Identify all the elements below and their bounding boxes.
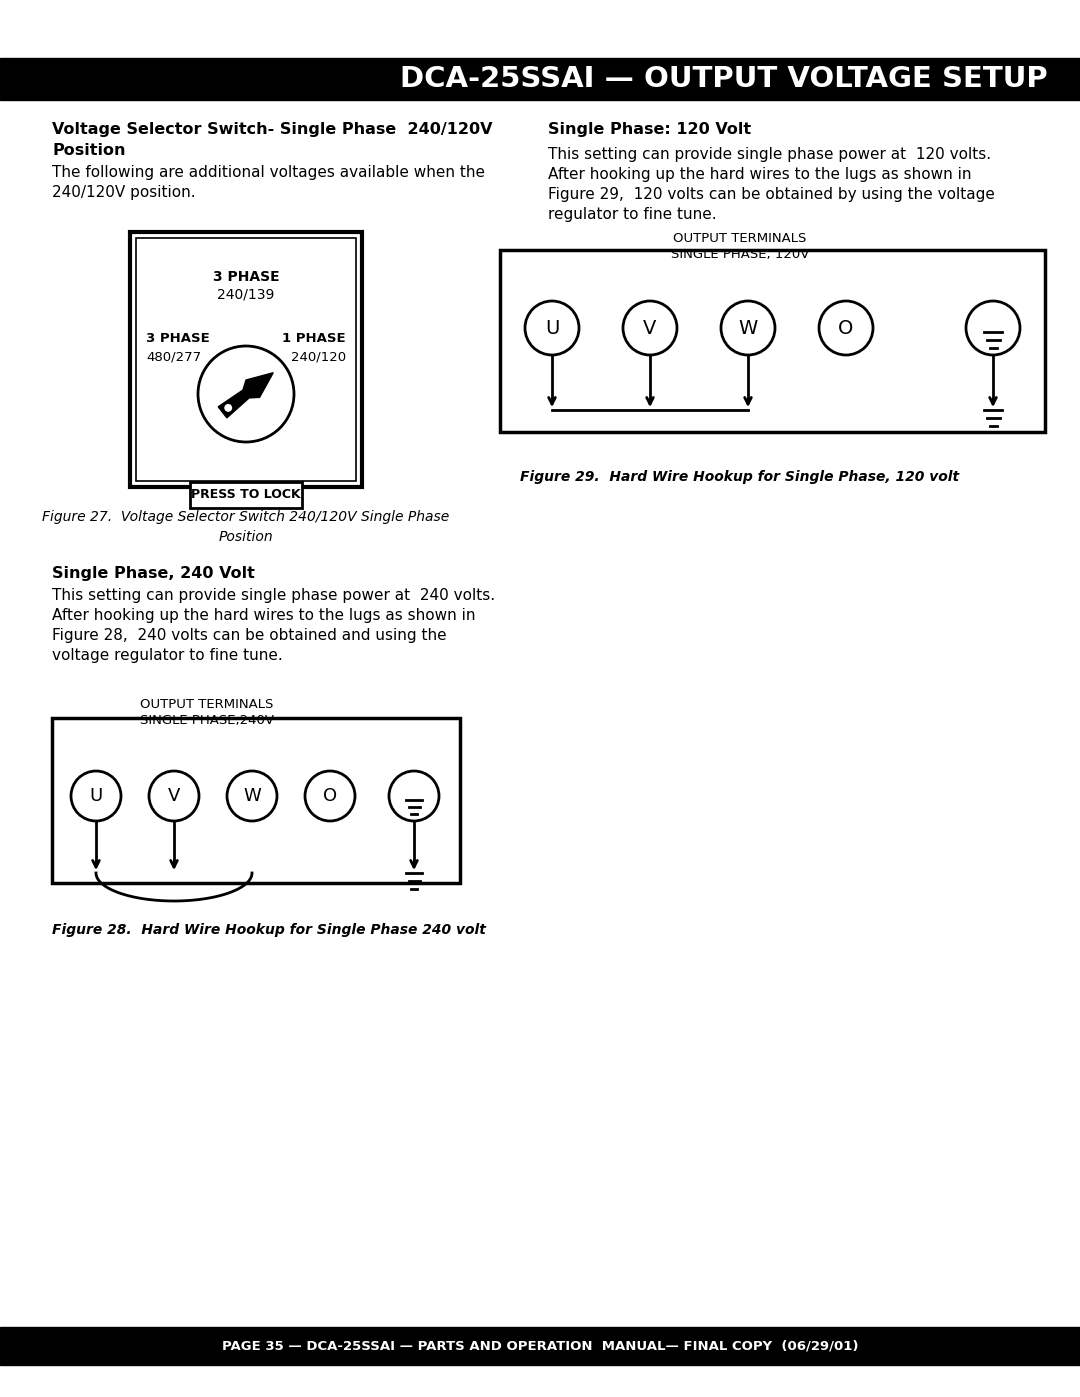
Bar [136,237,356,481]
Text: The following are additional voltages available when the: The following are additional voltages av… [52,165,485,180]
Text: 480/277: 480/277 [146,351,201,363]
Text: W: W [243,787,261,805]
Text: Figure 27.  Voltage Selector Switch 240/120V Single Phase: Figure 27. Voltage Selector Switch 240/1… [42,510,449,524]
Polygon shape [218,373,273,418]
Text: 1 PHASE: 1 PHASE [282,332,346,345]
Text: 240/120V position.: 240/120V position. [52,184,195,200]
Bar [130,232,362,488]
Text: After hooking up the hard wires to the lugs as shown in: After hooking up the hard wires to the l… [52,608,475,623]
Text: After hooking up the hard wires to the lugs as shown in: After hooking up the hard wires to the l… [548,168,972,182]
Text: This setting can provide single phase power at  240 volts.: This setting can provide single phase po… [52,588,495,604]
Text: SINGLE PHASE,240V: SINGLE PHASE,240V [140,714,274,726]
Text: OUTPUT TERMINALS: OUTPUT TERMINALS [140,698,273,711]
Text: voltage regulator to fine tune.: voltage regulator to fine tune. [52,648,283,664]
Bar [0,1327,1080,1365]
Text: PRESS TO LOCK: PRESS TO LOCK [191,489,301,502]
Text: 240/120: 240/120 [291,351,346,363]
Text: Voltage Selector Switch- Single Phase  240/120V: Voltage Selector Switch- Single Phase 24… [52,122,492,137]
Bar [0,59,1080,101]
Circle shape [224,402,233,414]
Text: U: U [544,319,559,338]
Text: Position: Position [218,529,273,543]
Bar [500,250,1045,432]
Text: Position: Position [52,142,125,158]
Text: Figure 28,  240 volts can be obtained and using the: Figure 28, 240 volts can be obtained and… [52,629,447,643]
Text: Single Phase, 240 Volt: Single Phase, 240 Volt [52,566,255,581]
Text: V: V [167,787,180,805]
Text: 3 PHASE: 3 PHASE [146,332,210,345]
Text: W: W [739,319,758,338]
Text: PAGE 35 — DCA-25SSAI — PARTS AND OPERATION  MANUAL— FINAL COPY  (06/29/01): PAGE 35 — DCA-25SSAI — PARTS AND OPERATI… [221,1340,859,1352]
Text: Figure 29.  Hard Wire Hookup for Single Phase, 120 volt: Figure 29. Hard Wire Hookup for Single P… [519,469,959,483]
Text: O: O [838,319,853,338]
Text: This setting can provide single phase power at  120 volts.: This setting can provide single phase po… [548,147,991,162]
Text: 240/139: 240/139 [217,288,274,302]
Text: OUTPUT TERMINALS: OUTPUT TERMINALS [673,232,807,244]
Text: SINGLE PHASE, 120V: SINGLE PHASE, 120V [671,249,809,261]
Bar [190,482,302,509]
Text: regulator to fine tune.: regulator to fine tune. [548,207,717,222]
Text: Figure 28.  Hard Wire Hookup for Single Phase 240 volt: Figure 28. Hard Wire Hookup for Single P… [52,923,486,937]
Text: DCA-25SSAI — OUTPUT VOLTAGE SETUP: DCA-25SSAI — OUTPUT VOLTAGE SETUP [401,66,1048,94]
Text: Single Phase: 120 Volt: Single Phase: 120 Volt [548,122,751,137]
Bar [52,718,460,883]
Text: U: U [90,787,103,805]
Text: 3 PHASE: 3 PHASE [213,270,280,284]
Text: V: V [644,319,657,338]
Text: Figure 29,  120 volts can be obtained by using the voltage: Figure 29, 120 volts can be obtained by … [548,187,995,203]
Text: O: O [323,787,337,805]
